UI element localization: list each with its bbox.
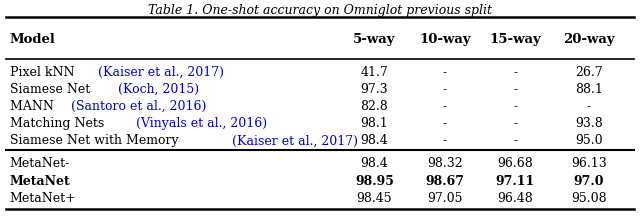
Text: -: -: [513, 117, 517, 130]
Text: 95.08: 95.08: [571, 192, 607, 205]
Text: 82.8: 82.8: [360, 100, 388, 113]
Text: 98.45: 98.45: [356, 192, 392, 205]
Text: 93.8: 93.8: [575, 117, 603, 130]
Text: 20-way: 20-way: [563, 33, 614, 46]
Text: 98.32: 98.32: [427, 157, 463, 170]
Text: 88.1: 88.1: [575, 83, 603, 96]
Text: 96.68: 96.68: [497, 157, 533, 170]
Text: Siamese Net with Memory: Siamese Net with Memory: [10, 135, 182, 147]
Text: 26.7: 26.7: [575, 66, 603, 79]
Text: -: -: [443, 83, 447, 96]
Text: 96.48: 96.48: [497, 192, 533, 205]
Text: 98.4: 98.4: [360, 157, 388, 170]
Text: MetaNet: MetaNet: [10, 175, 70, 187]
Text: 5-way: 5-way: [353, 33, 396, 46]
Text: 97.11: 97.11: [495, 175, 535, 187]
Text: MANN: MANN: [10, 100, 58, 113]
Text: Siamese Net: Siamese Net: [10, 83, 94, 96]
Text: Model: Model: [10, 33, 56, 46]
Text: (Koch, 2015): (Koch, 2015): [118, 83, 200, 96]
Text: -: -: [513, 66, 517, 79]
Text: -: -: [443, 117, 447, 130]
Text: Matching Nets: Matching Nets: [10, 117, 108, 130]
Text: 98.67: 98.67: [426, 175, 464, 187]
Text: 98.95: 98.95: [355, 175, 394, 187]
Text: -: -: [513, 83, 517, 96]
Text: -: -: [443, 135, 447, 147]
Text: 97.3: 97.3: [360, 83, 388, 96]
Text: -: -: [587, 100, 591, 113]
Text: -: -: [443, 66, 447, 79]
Text: Pixel kNN: Pixel kNN: [10, 66, 78, 79]
Text: (Kaiser et al., 2017): (Kaiser et al., 2017): [98, 66, 224, 79]
Text: 97.05: 97.05: [427, 192, 463, 205]
Text: 98.4: 98.4: [360, 135, 388, 147]
Text: (Vinyals et al., 2016): (Vinyals et al., 2016): [136, 117, 268, 130]
Text: -: -: [513, 100, 517, 113]
Text: -: -: [513, 135, 517, 147]
Text: 96.13: 96.13: [571, 157, 607, 170]
Text: -: -: [443, 100, 447, 113]
Text: 15-way: 15-way: [490, 33, 541, 46]
Text: (Santoro et al., 2016): (Santoro et al., 2016): [72, 100, 207, 113]
Text: Table 1. One-shot accuracy on Omniglot previous split: Table 1. One-shot accuracy on Omniglot p…: [148, 4, 492, 17]
Text: 41.7: 41.7: [360, 66, 388, 79]
Text: 10-way: 10-way: [419, 33, 470, 46]
Text: 98.1: 98.1: [360, 117, 388, 130]
Text: 97.0: 97.0: [573, 175, 604, 187]
Text: MetaNet-: MetaNet-: [10, 157, 70, 170]
Text: MetaNet+: MetaNet+: [10, 192, 76, 205]
Text: 95.0: 95.0: [575, 135, 603, 147]
Text: (Kaiser et al., 2017): (Kaiser et al., 2017): [232, 135, 358, 147]
